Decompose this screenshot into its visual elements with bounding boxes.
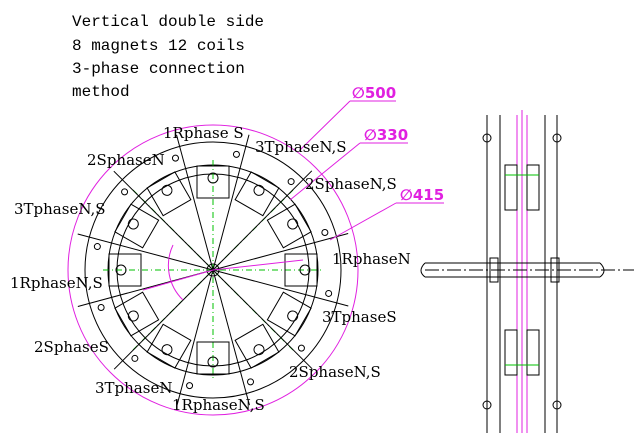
coil-label: 1Rphase S — [163, 124, 244, 142]
spoke — [177, 135, 213, 270]
spoke — [213, 270, 312, 369]
bolt — [187, 383, 193, 389]
coil-label: 2SphaseN,S — [289, 363, 381, 381]
spoke — [213, 135, 249, 270]
bolt — [288, 179, 294, 185]
magnet — [527, 330, 539, 375]
bolt — [298, 345, 304, 351]
coil-hole — [160, 343, 174, 357]
dimension-label: ∅415 — [400, 186, 444, 204]
bolt — [326, 290, 332, 296]
coil-label: 2SphaseN,S — [305, 175, 397, 193]
coil-label: 1RphaseN,S — [172, 396, 265, 414]
coil-label: 3TphaseN,S — [255, 138, 347, 156]
bolt — [94, 244, 100, 250]
spoke — [114, 171, 213, 270]
dimension-label: ∅500 — [352, 84, 396, 102]
bolt — [248, 379, 254, 385]
coil-label: 3TphaseN — [95, 379, 172, 397]
coil-hole — [252, 343, 266, 357]
note: 8 magnets 12 coils — [72, 37, 245, 55]
coil-label: 2SphaseN — [87, 151, 165, 169]
coil-hole — [286, 217, 300, 231]
note: Vertical double side — [72, 13, 264, 31]
coil-hole — [160, 183, 174, 197]
spoke — [177, 270, 213, 405]
coil-label: 3TphaseS — [322, 308, 397, 326]
spoke — [213, 234, 348, 270]
spoke — [78, 234, 213, 270]
dimensions: ∅500 ∅330 ∅415 — [290, 84, 444, 240]
bolt — [172, 155, 178, 161]
spoke — [213, 270, 249, 405]
coil-hole — [126, 309, 140, 323]
coil-hole — [252, 183, 266, 197]
spoke — [114, 270, 213, 369]
pointer — [213, 260, 303, 270]
side-view — [421, 110, 634, 433]
note: 3-phase connection — [72, 60, 245, 78]
dimension-label: ∅330 — [364, 126, 408, 144]
notes: Vertical double side 8 magnets 12 coils … — [72, 13, 264, 101]
spoke — [213, 270, 348, 306]
coil-hole — [286, 309, 300, 323]
coil-label: 2SphaseS — [34, 338, 109, 356]
bolt — [98, 305, 104, 311]
drawing: Vertical double side 8 magnets 12 coils … — [0, 0, 634, 433]
magnet — [527, 165, 539, 210]
coil-hole — [126, 217, 140, 231]
bolt — [322, 229, 328, 235]
bolt — [233, 151, 239, 157]
note: method — [72, 83, 130, 101]
spoke — [213, 171, 312, 270]
leader — [330, 203, 444, 240]
coil-label: 3TphaseN,S — [14, 200, 106, 218]
coil-label: 1RphaseN — [332, 250, 411, 268]
bolt — [132, 355, 138, 361]
magnet — [505, 330, 517, 375]
magnet — [505, 165, 517, 210]
coil-label: 1RphaseN,S — [10, 274, 103, 292]
bolt — [122, 189, 128, 195]
rotation-arrow — [168, 245, 183, 300]
